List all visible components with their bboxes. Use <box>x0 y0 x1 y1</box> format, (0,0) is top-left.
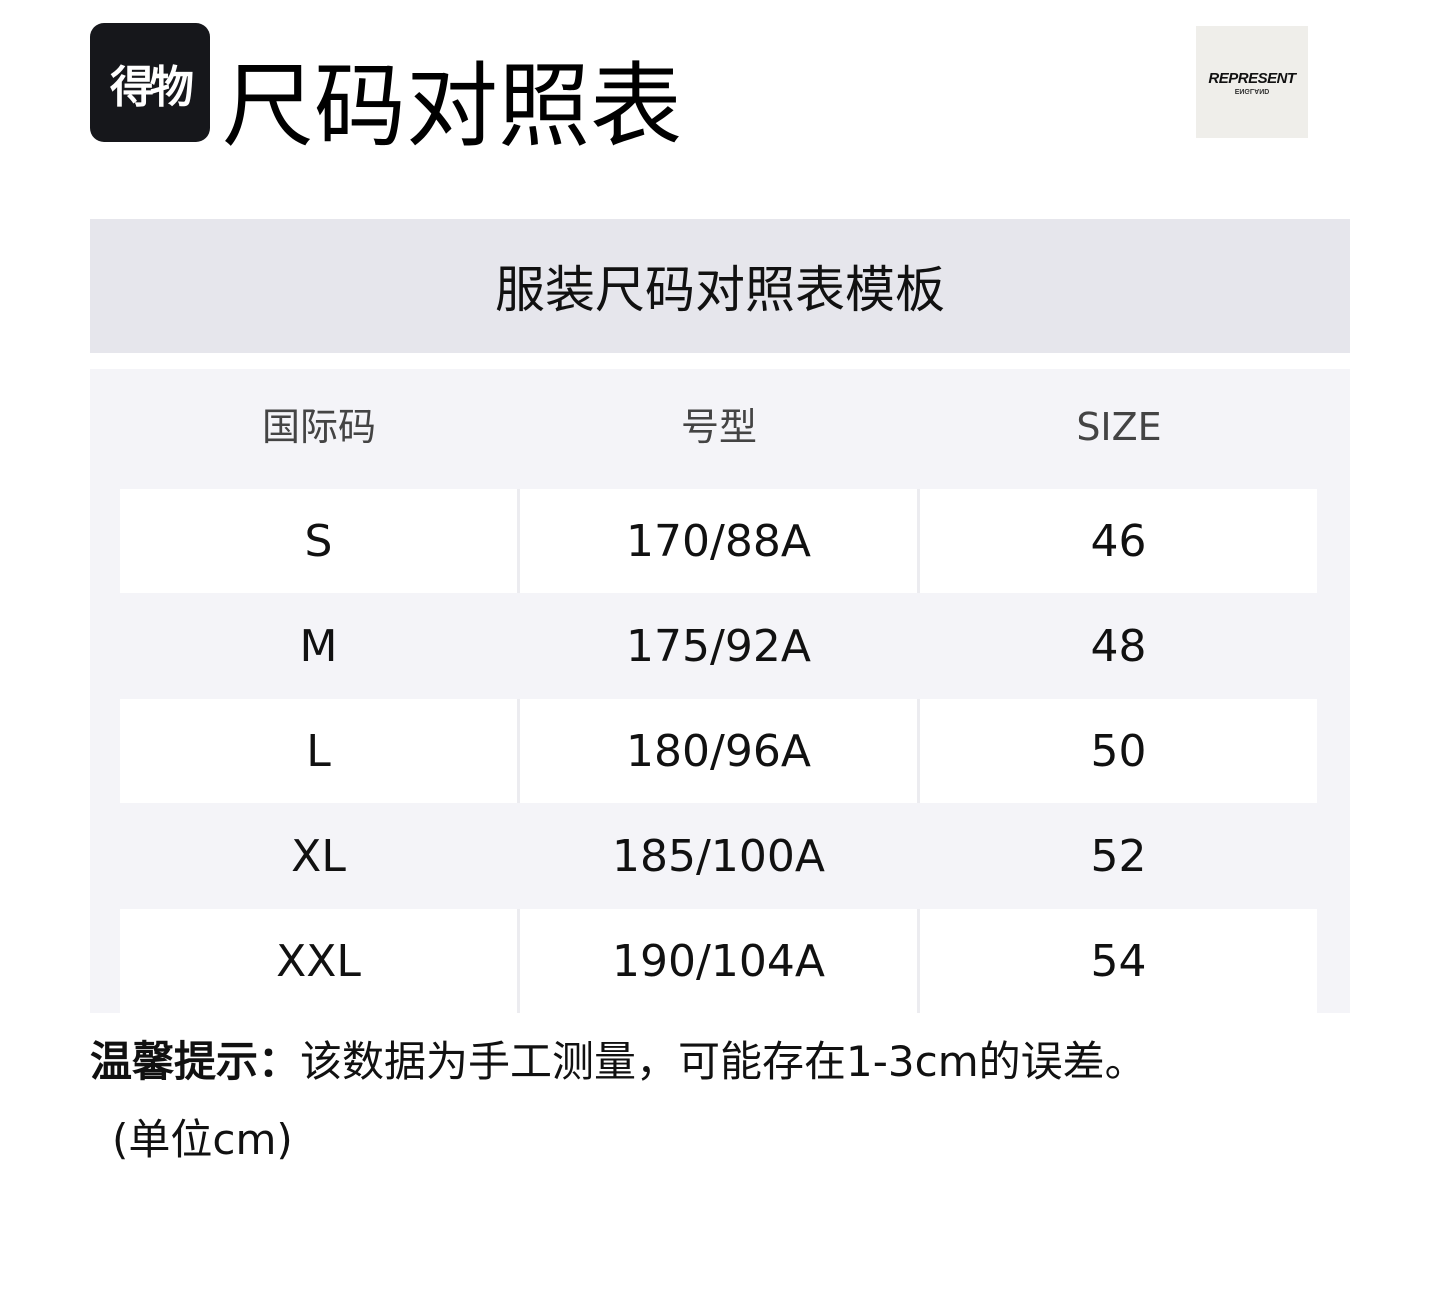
table-row: L 180/96A 50 <box>120 699 1317 803</box>
table-cell: 180/96A <box>517 699 917 803</box>
table-banner: 服装尺码对照表模板 <box>90 219 1350 353</box>
table-cell: L <box>120 699 517 803</box>
table-cell: 46 <box>917 489 1317 593</box>
note-text: 该数据为手工测量，可能存在1-3cm的误差。 <box>300 1037 1147 1086</box>
table-cell: XL <box>291 830 346 882</box>
table-cell: 170/88A <box>517 489 917 593</box>
table-cell: 54 <box>917 909 1317 1013</box>
column-header: SIZE <box>1076 405 1162 449</box>
table-cell: 190/104A <box>517 909 917 1013</box>
note-label: 温馨提示： <box>90 1037 301 1086</box>
unit-note: (单位cm) <box>112 1115 293 1164</box>
size-table: 国际码 号型 SIZE S 170/88A 46 M 175/92A 48 L … <box>90 369 1350 1013</box>
measurement-note: 温馨提示：该数据为手工测量，可能存在1-3cm的误差。 <box>90 1032 1147 1092</box>
page-title: 尺码对照表 <box>222 53 683 160</box>
table-cell: 185/100A <box>517 804 917 908</box>
table-cell: XXL <box>120 909 517 1013</box>
table-cell: 175/92A <box>517 594 917 698</box>
table-row: XXL 190/104A 54 <box>120 909 1317 1013</box>
table-row: M 175/92A 48 <box>120 594 1317 698</box>
logo-text: 得物 <box>110 61 194 113</box>
dewu-logo: 得物 <box>90 23 210 142</box>
brand-logo: REPRESENT ENGLAND <box>1196 26 1308 138</box>
column-header: 国际码 <box>261 405 376 449</box>
table-cell: M <box>299 620 338 672</box>
table-cell: 52 <box>917 804 1317 908</box>
table-title: 服装尺码对照表模板 <box>495 261 945 319</box>
table-cell: S <box>120 489 517 593</box>
table-row: S 170/88A 46 <box>120 489 1317 593</box>
brand-logo-line2: ENGLAND <box>1234 87 1270 94</box>
brand-logo-line1: REPRESENT <box>1208 70 1296 87</box>
table-row: XL 185/100A 52 <box>120 804 1317 908</box>
table-cell: 50 <box>917 699 1317 803</box>
column-header: 号型 <box>680 405 757 449</box>
table-cell: 48 <box>917 594 1317 698</box>
